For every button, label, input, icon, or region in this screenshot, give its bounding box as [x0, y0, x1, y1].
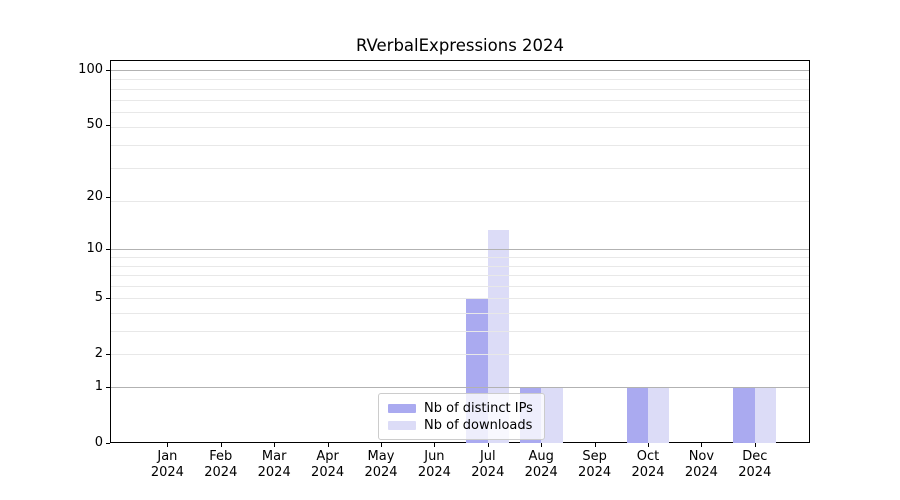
y-tick-label-0: 0 — [94, 435, 103, 451]
minor-gridline — [111, 144, 809, 146]
x-tick-label-oct: Oct 2024 — [631, 449, 665, 480]
y-tick-label-5: 5 — [94, 290, 103, 306]
minor-gridline — [111, 331, 809, 333]
y-tick-100 — [106, 69, 110, 71]
legend-label-distinct-ips: Nb of distinct IPs — [424, 400, 533, 416]
bar-oct-distinct-ips — [626, 387, 648, 444]
x-tick-apr — [327, 443, 329, 448]
y-tick-label-50: 50 — [86, 117, 103, 133]
x-tick-label-nov: Nov 2024 — [684, 449, 718, 480]
y-tick-label-1: 1 — [94, 379, 103, 395]
plot-area — [110, 60, 810, 443]
x-tick-feb — [220, 443, 222, 448]
legend-swatch-distinct-ips — [388, 403, 416, 413]
minor-gridline — [111, 111, 809, 113]
legend-label-downloads: Nb of downloads — [424, 417, 533, 433]
legend-row-distinct-ips: Nb of distinct IPs — [388, 400, 536, 416]
x-tick-dec — [754, 443, 756, 448]
y-tick-5 — [106, 298, 110, 300]
y-tick-50 — [106, 125, 110, 127]
x-tick-label-aug: Aug 2024 — [524, 449, 558, 480]
y-tick-label-20: 20 — [86, 188, 103, 204]
major-gridline-10 — [111, 249, 809, 251]
bar-jul-downloads — [487, 229, 510, 444]
x-tick-oct — [648, 443, 649, 448]
minor-gridline — [111, 354, 809, 356]
chart-title: RVerbalExpressions 2024 — [355, 36, 565, 55]
x-tick-jul — [487, 443, 489, 448]
x-tick-label-may: May 2024 — [364, 449, 398, 480]
x-tick-label-jan: Jan 2024 — [150, 449, 184, 480]
minor-gridline — [111, 99, 809, 101]
x-tick-sep — [594, 443, 596, 448]
minor-gridline — [111, 126, 809, 128]
x-tick-label-feb: Feb 2024 — [204, 449, 238, 480]
x-tick-label-jun: Jun 2024 — [417, 449, 451, 480]
major-gridline-100 — [111, 69, 809, 71]
x-tick-nov — [701, 443, 703, 448]
x-tick-aug — [541, 443, 543, 448]
major-gridline-1 — [111, 387, 809, 389]
y-tick-10 — [106, 249, 110, 251]
y-tick-label-2: 2 — [94, 346, 103, 362]
legend-swatch-downloads — [388, 420, 416, 430]
minor-gridline — [111, 79, 809, 81]
x-tick-label-sep: Sep 2024 — [578, 449, 612, 480]
y-tick-20 — [106, 196, 110, 198]
x-tick-jun — [434, 443, 436, 448]
x-tick-jan — [167, 443, 169, 448]
bar-oct-downloads — [648, 387, 670, 444]
y-tick-label-10: 10 — [86, 241, 103, 257]
y-tick-label-100: 100 — [78, 61, 103, 77]
minor-gridline — [111, 275, 809, 276]
minor-gridline — [111, 88, 809, 90]
x-tick-label-apr: Apr 2024 — [311, 449, 345, 480]
x-tick-label-jul: Jul 2024 — [471, 449, 505, 480]
bar-dec-downloads — [754, 387, 777, 444]
legend-row-downloads: Nb of downloads — [388, 417, 536, 433]
minor-gridline — [111, 168, 809, 169]
bar-dec-distinct-ips — [733, 387, 755, 444]
y-tick-2 — [106, 354, 110, 356]
minor-gridline — [111, 257, 809, 258]
x-tick-label-mar: Mar 2024 — [257, 449, 291, 480]
x-tick-mar — [274, 443, 276, 448]
minor-gridline — [111, 265, 809, 267]
minor-gridline — [111, 285, 809, 287]
y-tick-0 — [106, 443, 110, 445]
minor-gridline — [111, 313, 809, 314]
minor-gridline — [111, 200, 809, 202]
bar-aug-downloads — [541, 387, 563, 444]
x-tick-may — [381, 443, 382, 448]
y-tick-1 — [106, 387, 110, 389]
x-tick-label-dec: Dec 2024 — [738, 449, 772, 480]
minor-gridline — [111, 298, 809, 300]
legend: Nb of distinct IPs Nb of downloads — [378, 393, 545, 440]
